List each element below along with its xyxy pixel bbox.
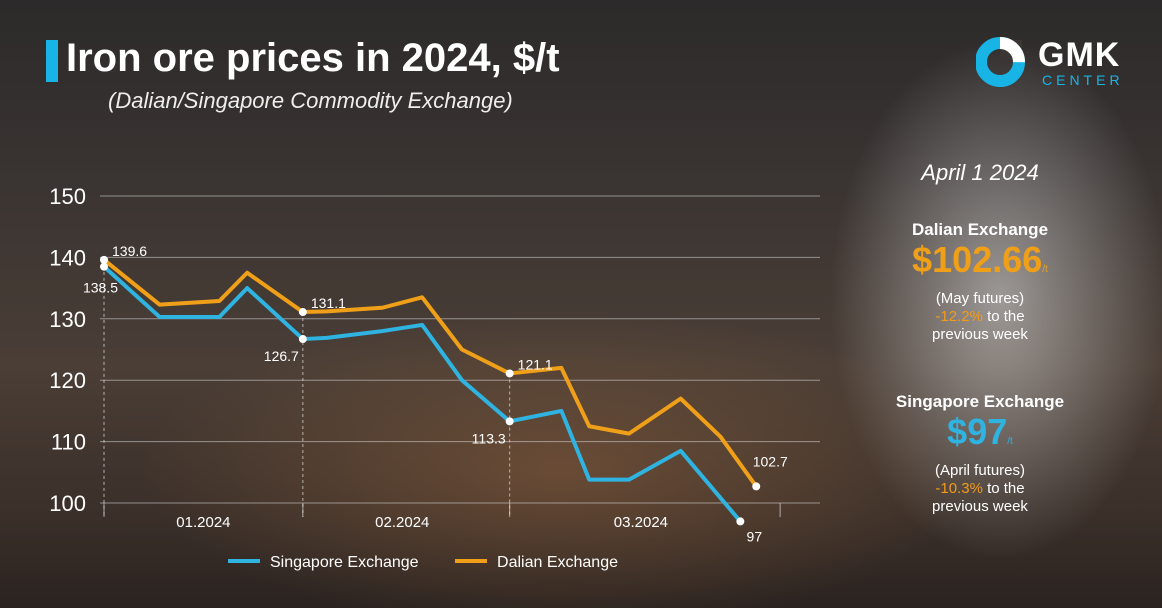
- point-singapore-4: [298, 335, 307, 344]
- point-dalian-4: [298, 308, 307, 317]
- y-tick-label-130: 130: [49, 307, 86, 332]
- data-label-dalian-9: 121.1: [518, 356, 553, 372]
- gmk-logo-icon: [976, 37, 1025, 87]
- chart-title: Iron ore prices in 2024, $/t: [66, 36, 560, 80]
- data-label-singapore-9: 113.3: [472, 430, 506, 446]
- dalian-summary-change: -12.2% to the: [880, 308, 1080, 326]
- dalian-summary-price: $102.66/t: [880, 240, 1080, 290]
- gmk-logo: GMK CENTER: [976, 36, 1136, 92]
- y-tick-label-140: 140: [49, 245, 86, 270]
- data-label-singapore-14: 97: [747, 528, 763, 544]
- y-tick-label-110: 110: [51, 430, 86, 455]
- legend-item-dalian: Dalian Exchange: [455, 554, 618, 572]
- singapore-change-suffix: to the: [982, 480, 1025, 497]
- point-singapore-0: [100, 262, 108, 271]
- legend-label-dalian: Dalian Exchange: [497, 554, 618, 571]
- point-dalian-15: [752, 482, 761, 491]
- dalian-change-suffix: to the: [982, 308, 1025, 325]
- summary-date: April 1 2024: [921, 160, 1039, 185]
- data-label-dalian-15: 102.7: [753, 453, 788, 469]
- dalian-summary: Dalian Exchange $102.66/t (May futures) …: [880, 220, 1080, 344]
- logo-subtext: CENTER: [1042, 72, 1124, 88]
- legend-item-singapore: Singapore Exchange: [228, 554, 419, 572]
- singapore-summary-contract: (April futures): [934, 462, 1026, 479]
- data-label-singapore-4: 126.7: [264, 348, 299, 364]
- x-tick-label-03.2024: 03.2024: [614, 514, 668, 531]
- singapore-summary: Singapore Exchange $97/t (April futures)…: [880, 392, 1080, 516]
- point-dalian-0: [100, 255, 108, 264]
- series-line-singapore: [102, 264, 743, 524]
- data-label-dalian-0: 139.6: [112, 243, 147, 259]
- dalian-change-value: -12.2%: [935, 308, 983, 325]
- data-label-dalian-4: 131.1: [311, 295, 346, 311]
- chart-subtitle: (Dalian/Singapore Commodity Exchange): [108, 88, 513, 113]
- dalian-summary-name: Dalian Exchange: [911, 220, 1049, 239]
- legend-label-singapore: Singapore Exchange: [270, 554, 419, 571]
- x-tick-label-01.2024: 01.2024: [176, 514, 230, 531]
- singapore-summary-price: $97/t: [880, 412, 1080, 462]
- y-tick-label-100: 100: [49, 491, 86, 516]
- y-tick-label-150: 150: [49, 184, 86, 209]
- legend-swatch-singapore: [228, 558, 260, 563]
- singapore-change-value: -10.3%: [935, 480, 983, 497]
- dalian-summary-contract: (May futures): [935, 290, 1025, 307]
- point-singapore-14: [736, 517, 745, 526]
- series-line-dalian: [102, 257, 759, 489]
- singapore-summary-name: Singapore Exchange: [895, 392, 1065, 411]
- y-tick-label-120: 120: [49, 368, 86, 393]
- point-singapore-9: [505, 417, 514, 426]
- singapore-summary-change: -10.3% to the: [880, 480, 1080, 498]
- singapore-price-unit: /t: [1007, 436, 1013, 447]
- data-label-singapore-0: 138.5: [83, 280, 118, 296]
- title-accent-bar: [46, 40, 58, 82]
- dalian-price-unit: /t: [1042, 264, 1048, 275]
- dalian-summary-note: previous week: [932, 326, 1028, 343]
- singapore-price-value: $97: [947, 411, 1008, 452]
- legend-swatch-dalian: [455, 558, 488, 563]
- x-tick-label-02.2024: 02.2024: [375, 514, 429, 531]
- dalian-price-value: $102.66: [912, 239, 1043, 280]
- point-dalian-9: [505, 369, 514, 378]
- chart-legend: Singapore Exchange Dalian Exchange: [228, 554, 650, 572]
- singapore-summary-note: previous week: [932, 498, 1028, 515]
- logo-text: GMK: [1038, 36, 1121, 74]
